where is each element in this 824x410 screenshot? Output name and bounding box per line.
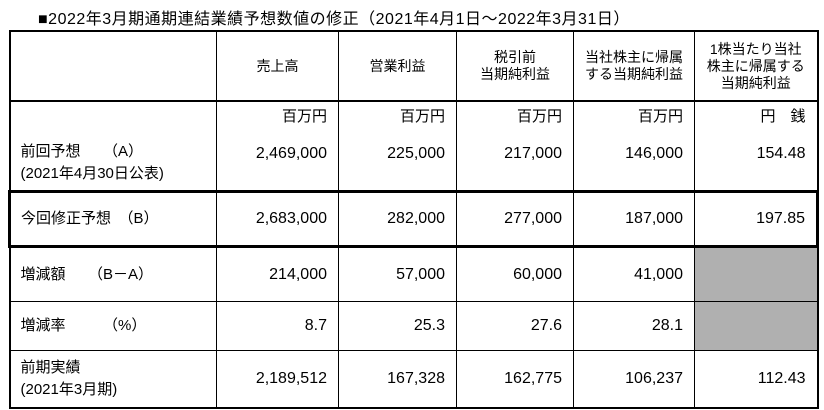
row-label-change-amount: 増減額 （B－A） bbox=[9, 246, 217, 302]
cell-pct-net-sales: 8.7 bbox=[216, 301, 339, 351]
header-row: 売上高 営業利益 税引前 当期純利益 当社株主に帰属 する当期純利益 1株当たり… bbox=[9, 30, 818, 102]
row-label-change-percent: 増減率 （%） bbox=[9, 301, 217, 351]
cell-pct-net-income: 28.1 bbox=[573, 301, 695, 351]
row-previous-results: 前期実績 (2021年3月期) 2,189,512 167,328 162,77… bbox=[9, 350, 818, 409]
cell-actual-pretax-income: 162,775 bbox=[456, 350, 574, 409]
col-header-net-sales: 売上高 bbox=[216, 30, 339, 102]
row-label-line2: (2021年4月30日公表) bbox=[20, 165, 164, 182]
cell-value: 2,469,000 bbox=[255, 145, 327, 162]
cell-actual-eps: 112.43 bbox=[694, 350, 818, 409]
cell-value: 154.48 bbox=[756, 145, 806, 162]
unit-label: 百万円 bbox=[637, 108, 683, 125]
row-label-previous-results: 前期実績 (2021年3月期) bbox=[9, 350, 217, 409]
cell-change-net-sales: 214,000 bbox=[216, 246, 339, 302]
cell-pct-eps-shaded bbox=[694, 301, 818, 351]
cell-pct-operating-income: 25.3 bbox=[338, 301, 457, 351]
unit-label: 百万円 bbox=[516, 108, 562, 125]
col-header-net-income-attributable: 当社株主に帰属 する当期純利益 bbox=[573, 30, 695, 102]
cell-actual-operating-income: 167,328 bbox=[338, 350, 457, 409]
cell-prev-operating-income: 百万円 225,000 bbox=[338, 100, 457, 192]
row-label-line1: 前回予想 （A） bbox=[20, 143, 144, 160]
cell-change-eps-shaded bbox=[694, 246, 818, 302]
row-revised-forecast: 今回修正予想 （B） 2,683,000 282,000 277,000 187… bbox=[8, 190, 819, 248]
cell-value: 146,000 bbox=[625, 145, 683, 162]
row-label-revised-forecast: 今回修正予想 （B） bbox=[8, 190, 217, 248]
unit-label: 百万円 bbox=[281, 108, 327, 125]
cell-prev-eps: 円 銭 154.48 bbox=[694, 100, 818, 192]
row-change-amount: 増減額 （B－A） 214,000 57,000 60,000 41,000 bbox=[9, 246, 818, 302]
cell-revised-pretax-income: 277,000 bbox=[456, 190, 574, 248]
col-header-operating-income: 営業利益 bbox=[338, 30, 457, 102]
page-title: ■2022年3月期通期連結業績予想数値の修正（2021年4月1日～2022年3月… bbox=[38, 11, 630, 28]
cell-revised-operating-income: 282,000 bbox=[338, 190, 457, 248]
col-header-earnings-per-share: 1株当たり当社 株主に帰属する 当期純利益 bbox=[694, 30, 818, 102]
cell-actual-net-income: 106,237 bbox=[573, 350, 695, 409]
cell-prev-net-sales: 百万円 2,469,000 bbox=[216, 100, 339, 192]
cell-prev-net-income: 百万円 146,000 bbox=[573, 100, 695, 192]
cell-change-operating-income: 57,000 bbox=[338, 246, 457, 302]
cell-value: 217,000 bbox=[504, 145, 562, 162]
cell-revised-eps: 197.85 bbox=[694, 190, 819, 248]
corner-cell bbox=[9, 30, 217, 102]
row-label-line1: 前期実績 bbox=[20, 359, 81, 376]
forecast-table: 売上高 営業利益 税引前 当期純利益 当社株主に帰属 する当期純利益 1株当たり… bbox=[8, 30, 819, 409]
cell-change-pretax-income: 60,000 bbox=[456, 246, 574, 302]
cell-change-net-income: 41,000 bbox=[573, 246, 695, 302]
unit-label: 円 銭 bbox=[760, 108, 806, 125]
row-previous-forecast: 前回予想 （A） (2021年4月30日公表) 百万円 2,469,000 百万… bbox=[9, 100, 818, 192]
row-label-previous-forecast: 前回予想 （A） (2021年4月30日公表) bbox=[9, 100, 217, 192]
row-label-line2: (2021年3月期) bbox=[20, 381, 118, 398]
cell-prev-pretax-income: 百万円 217,000 bbox=[456, 100, 574, 192]
col-header-pretax-income: 税引前 当期純利益 bbox=[456, 30, 574, 102]
cell-actual-net-sales: 2,189,512 bbox=[216, 350, 339, 409]
cell-revised-net-income: 187,000 bbox=[573, 190, 695, 248]
row-change-percent: 増減率 （%） 8.7 25.3 27.6 28.1 bbox=[9, 301, 818, 351]
cell-revised-net-sales: 2,683,000 bbox=[216, 190, 339, 248]
cell-value: 225,000 bbox=[387, 145, 445, 162]
unit-label: 百万円 bbox=[399, 108, 445, 125]
cell-pct-pretax-income: 27.6 bbox=[456, 301, 574, 351]
